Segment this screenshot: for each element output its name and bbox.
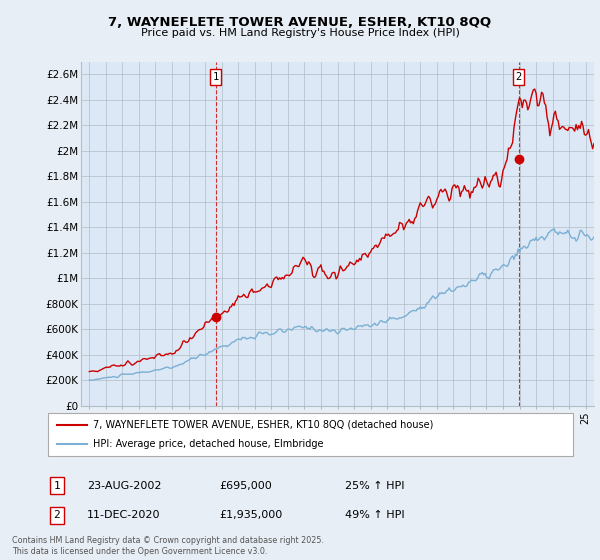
Text: Contains HM Land Registry data © Crown copyright and database right 2025.
This d: Contains HM Land Registry data © Crown c… xyxy=(12,536,324,556)
Text: 49% ↑ HPI: 49% ↑ HPI xyxy=(345,510,404,520)
Text: 23-AUG-2002: 23-AUG-2002 xyxy=(87,480,161,491)
Text: Price paid vs. HM Land Registry's House Price Index (HPI): Price paid vs. HM Land Registry's House … xyxy=(140,28,460,38)
Text: 7, WAYNEFLETE TOWER AVENUE, ESHER, KT10 8QQ (detached house): 7, WAYNEFLETE TOWER AVENUE, ESHER, KT10 … xyxy=(93,420,433,430)
Text: 25% ↑ HPI: 25% ↑ HPI xyxy=(345,480,404,491)
Text: 2: 2 xyxy=(53,510,61,520)
Text: HPI: Average price, detached house, Elmbridge: HPI: Average price, detached house, Elmb… xyxy=(93,439,323,449)
Text: 2: 2 xyxy=(515,72,522,82)
Text: 1: 1 xyxy=(212,72,219,82)
Text: £695,000: £695,000 xyxy=(219,480,272,491)
Text: 7, WAYNEFLETE TOWER AVENUE, ESHER, KT10 8QQ: 7, WAYNEFLETE TOWER AVENUE, ESHER, KT10 … xyxy=(109,16,491,29)
Text: 1: 1 xyxy=(53,480,61,491)
Text: 11-DEC-2020: 11-DEC-2020 xyxy=(87,510,161,520)
Text: £1,935,000: £1,935,000 xyxy=(219,510,282,520)
